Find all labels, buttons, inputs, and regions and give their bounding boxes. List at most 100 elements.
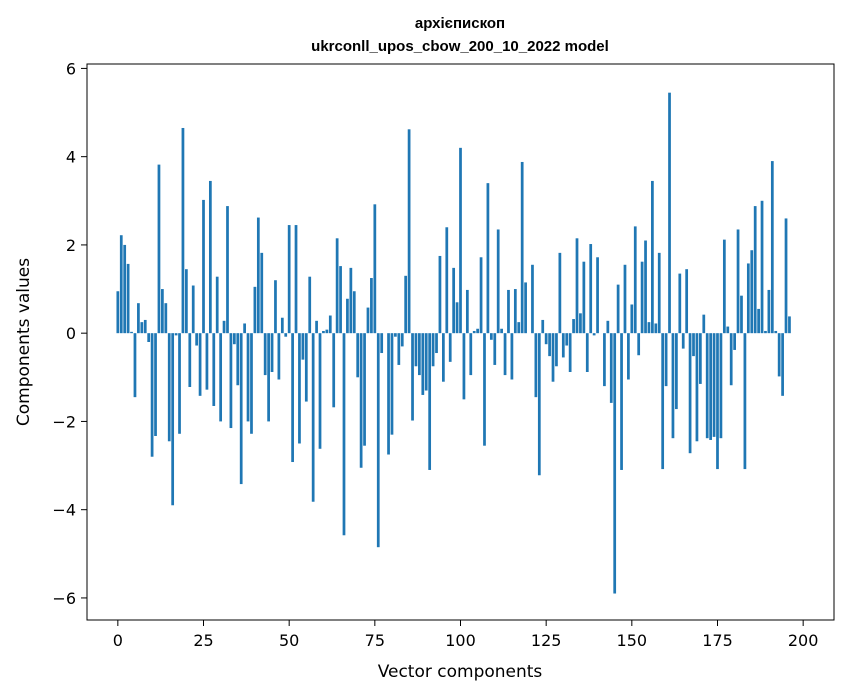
bar-48 <box>280 317 284 334</box>
bar-44 <box>267 333 270 422</box>
bar-99 <box>455 302 459 334</box>
bar-119 <box>524 282 527 334</box>
y-tick-label: −6 <box>52 589 76 608</box>
x-axis-label: Vector components <box>378 662 543 682</box>
bar-23 <box>195 333 199 346</box>
bar-94 <box>438 255 442 334</box>
bar-82 <box>397 333 401 365</box>
y-tick-label: −2 <box>52 412 76 431</box>
bar-160 <box>664 333 668 387</box>
bar-79 <box>387 333 390 455</box>
bar-116 <box>513 289 517 334</box>
bar-54 <box>301 333 305 360</box>
bar-34 <box>232 333 236 345</box>
bar-89 <box>421 333 425 395</box>
bar-19 <box>181 127 185 334</box>
bar-69 <box>352 291 356 334</box>
bar-30 <box>219 333 223 422</box>
bar-2 <box>123 244 127 334</box>
bar-144 <box>609 333 613 403</box>
bar-166 <box>685 269 689 334</box>
bar-194 <box>781 333 784 396</box>
bar-147 <box>620 333 623 470</box>
bar-133 <box>572 319 575 334</box>
bar-21 <box>188 333 192 387</box>
bar-124 <box>541 319 545 334</box>
bar-179 <box>729 333 733 386</box>
bar-10 <box>150 333 154 457</box>
bar-81 <box>394 333 397 337</box>
bar-76 <box>376 333 380 548</box>
bar-15 <box>167 333 171 442</box>
bar-117 <box>517 322 521 334</box>
bar-35 <box>236 333 240 386</box>
bar-52 <box>294 225 298 334</box>
bar-8 <box>143 319 147 334</box>
bar-156 <box>651 180 654 334</box>
bar-57 <box>311 333 315 502</box>
bar-29 <box>215 276 219 334</box>
bar-169 <box>695 333 699 442</box>
bar-143 <box>606 320 610 334</box>
bar-92 <box>431 333 435 367</box>
bar-190 <box>767 289 771 334</box>
chart-title: архієпископ <box>415 15 505 32</box>
bar-177 <box>722 239 726 334</box>
bar-50 <box>287 225 291 334</box>
bar-174 <box>712 333 716 437</box>
bar-96 <box>445 227 449 334</box>
y-axis-label: Components values <box>14 258 34 426</box>
bar-171 <box>702 314 706 334</box>
x-tick-label: 175 <box>702 631 733 650</box>
bar-3 <box>126 263 130 334</box>
bar-56 <box>308 276 312 334</box>
bar-40 <box>253 286 257 334</box>
bar-193 <box>777 333 781 377</box>
bar-51 <box>291 333 294 463</box>
bar-88 <box>418 333 421 376</box>
bar-24 <box>198 333 202 396</box>
bar-151 <box>633 226 637 334</box>
bar-101 <box>462 333 466 400</box>
bar-142 <box>603 333 606 387</box>
bar-85 <box>407 129 411 334</box>
bar-125 <box>544 333 548 345</box>
x-tick-label: 125 <box>531 631 562 650</box>
bar-186 <box>753 206 757 334</box>
bar-128 <box>555 333 558 367</box>
bar-164 <box>678 273 682 334</box>
bar-108 <box>486 183 490 334</box>
bar-113 <box>503 333 507 376</box>
bar-93 <box>435 333 438 354</box>
bar-5 <box>133 333 137 398</box>
bar-91 <box>428 333 432 470</box>
bar-58 <box>315 320 318 334</box>
bars-group <box>116 92 791 594</box>
y-tick-label: 2 <box>66 236 76 255</box>
bar-105 <box>476 328 479 334</box>
bar-159 <box>661 333 665 470</box>
bar-20 <box>185 269 188 334</box>
bar-118 <box>520 161 524 334</box>
bar-63 <box>332 333 336 408</box>
bar-139 <box>592 333 596 336</box>
bar-196 <box>788 316 791 334</box>
bar-77 <box>380 333 384 354</box>
bar-115 <box>510 333 514 380</box>
bar-31 <box>222 320 226 334</box>
bar-84 <box>404 275 408 334</box>
bar-191 <box>770 161 774 334</box>
bar-43 <box>263 333 267 376</box>
x-tick-label: 75 <box>365 631 385 650</box>
y-tick-label: −4 <box>52 501 76 520</box>
x-tick-label: 150 <box>617 631 648 650</box>
bar-49 <box>284 333 288 337</box>
bar-59 <box>318 333 322 449</box>
bar-86 <box>411 333 414 421</box>
bar-189 <box>764 330 767 334</box>
bar-7 <box>140 322 144 334</box>
bar-102 <box>465 289 469 334</box>
x-tick-label: 25 <box>193 631 213 650</box>
bar-126 <box>548 333 551 357</box>
bar-178 <box>726 326 730 334</box>
